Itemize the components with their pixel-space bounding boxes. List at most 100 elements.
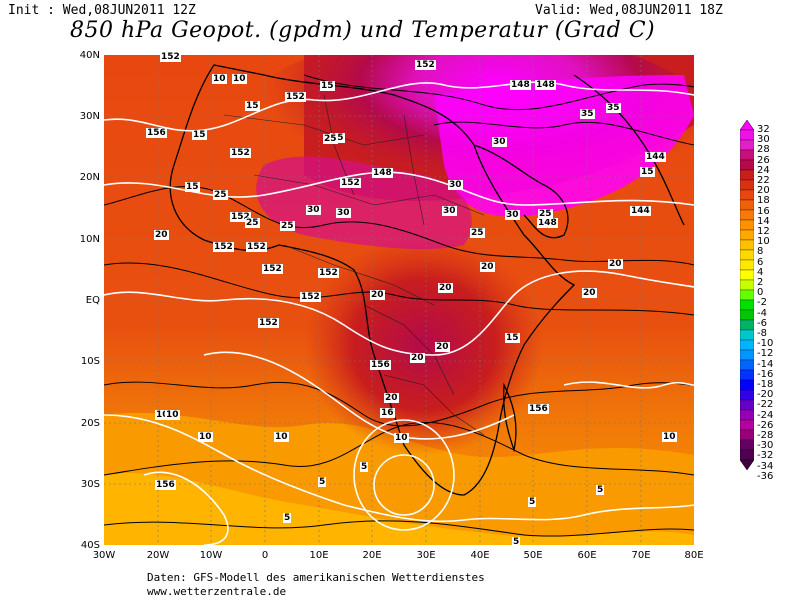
geopotential-label: 152 [160,52,181,62]
geopotential-label: 144 [630,206,651,216]
lat-label-10n: 10N [79,234,100,245]
colorbar-swatch [740,199,754,211]
lon-label-20w: 20W [146,550,170,561]
colorbar-swatch [740,299,754,311]
colorbar-swatch [740,359,754,371]
colorbar-label: -32 [757,450,774,462]
colorbar-swatch [740,389,754,401]
geopotential-label: 156 [370,360,391,370]
temperature-label: 15 [185,182,200,192]
geopotential-label: 148 [537,218,558,228]
temperature-label: 15 [505,333,520,343]
geopotential-label: 156 [155,480,176,490]
lon-label-40e: 40E [470,550,490,561]
colorbar-swatch [740,329,754,341]
geopotential-label: 152 [213,242,234,252]
colorbar-label: 8 [757,246,764,258]
temperature-label: 25 [538,209,553,219]
colorbar-swatch [740,219,754,231]
colorbar-swatch [740,169,754,181]
lon-label-10e: 10E [309,550,329,561]
colorbar-swatch [740,409,754,421]
website-text: www.wetterzentrale.de [147,585,287,598]
geopotential-label: 144 [645,152,666,162]
temperature-label: 5 [360,462,369,472]
temperature-label: 20 [582,288,597,298]
weather-map [104,55,694,545]
geopotential-label: 152 [300,292,321,302]
colorbar-swatch [740,339,754,351]
temperature-label: 5 [318,477,327,487]
lat-label-30s: 30S [80,479,100,490]
lon-label-30w: 30W [92,550,116,561]
geopotential-label: 152 [340,178,361,188]
colorbar-swatch [740,379,754,391]
colorbar-swatch [740,189,754,201]
colorbar-swatch [740,309,754,321]
colorbar-swatch [740,279,754,291]
colorbar-label: -8 [757,328,767,339]
colorbar-label: -6 [757,317,767,329]
init-time: Init : Wed,08JUN2011 12Z [8,3,196,18]
geopotential-label: 156 [146,128,167,138]
temperature-label: 25 [470,228,485,238]
lat-label-40s: 40S [80,540,100,551]
lat-label-30n: 30N [79,111,100,122]
temperature-label: 35 [606,103,621,113]
colorbar-bottom-arrow [740,459,754,471]
colorbar-label: -14 [757,358,774,370]
temperature-label: 25 [280,221,295,231]
colorbar-label: 16 [757,205,770,217]
temperature-label: 10 [212,74,227,84]
geopotential-label: 152 [318,268,339,278]
temperature-label: 30 [448,180,463,190]
geopotential-label: 152 [285,92,306,102]
temperature-label: 25 [213,190,228,200]
colorbar-label: -26 [757,419,774,431]
colorbar-swatch [740,239,754,251]
colorbar-swatch [740,229,754,241]
temperature-label: 10 [165,410,180,420]
colorbar-label: -2 [757,297,767,309]
colorbar-label: -34 [757,460,774,472]
colorbar-label: 12 [757,226,770,237]
lat-label-20s: 20S [80,418,100,429]
colorbar-swatch [740,449,754,461]
colorbar-label: -36 [757,470,774,482]
temperature-label: 5 [512,537,521,547]
colorbar-label: 2 [757,277,764,288]
geopotential-label: 152 [415,60,436,70]
colorbar-label: -24 [757,409,774,421]
colorbar-label: 24 [757,164,770,176]
colorbar-swatch [740,429,754,441]
temperature-label: 30 [336,208,351,218]
temperature-label: 20 [410,353,425,363]
colorbar-label: -18 [757,379,774,390]
temperature-label: 5 [283,513,292,523]
colorbar-swatch [740,129,754,141]
colorbar-label: 32 [757,124,770,135]
colorbar-label: 22 [757,175,770,186]
colorbar-swatch [740,369,754,381]
lon-label-60e: 60E [577,550,597,561]
temperature-label: 20 [435,342,450,352]
geopotential-label: 152 [258,318,279,328]
colorbar-label: 30 [757,134,770,146]
temperature-label: 30 [442,206,457,216]
colorbar-swatch [740,249,754,261]
colorbar-swatch [740,269,754,281]
lat-label-20n: 20N [79,172,100,183]
colorbar-swatch [740,259,754,271]
temperature-label: 20 [438,283,453,293]
lat-label-eq: EQ [85,295,100,306]
temperature-label: 10 [394,433,409,443]
colorbar-swatch [740,179,754,191]
temperature-label: 15 [640,167,655,177]
temperature-label: 25 [245,218,260,228]
geopotential-label: 152 [246,242,267,252]
temperature-label: 35 [580,109,595,119]
temperature-label: 10 [155,410,170,420]
colorbar-label: 6 [757,256,764,268]
colorbar-label: 10 [757,236,770,248]
colorbar-label: -16 [757,368,774,380]
